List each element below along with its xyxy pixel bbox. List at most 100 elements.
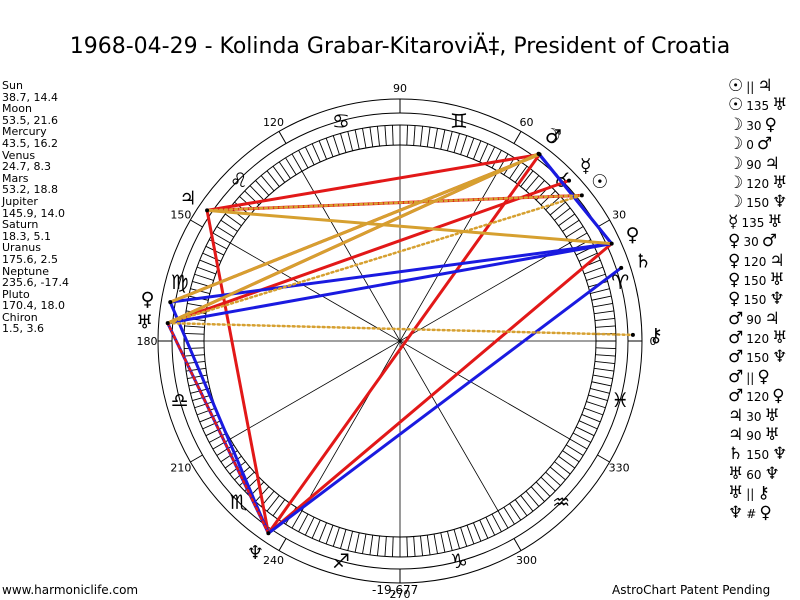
aspect-planet-2: ♅ (772, 328, 788, 349)
aspect-type: # (746, 506, 757, 521)
degree-tick (578, 420, 598, 430)
degree-tick (525, 175, 540, 192)
planet-glyph: ♄ (635, 251, 652, 273)
aspect-planet-1: ☽ (728, 134, 744, 155)
degree-tick (466, 137, 475, 157)
planet-name: Sun (2, 79, 23, 92)
degree-tick (255, 180, 270, 196)
degree-tick (406, 536, 408, 557)
footer-website[interactable]: www.harmoniclife.com (2, 583, 139, 597)
aspect-type: 150 (746, 448, 770, 463)
aspect-row: ☽ 0 ♂ (728, 134, 787, 155)
aspect-row: ♆ # ♀ (728, 503, 787, 523)
degree-label: 180 (137, 335, 158, 348)
aspect-type: 0 (746, 138, 754, 153)
zodiac-sign: ♑ (450, 549, 468, 573)
degree-tick (554, 461, 571, 475)
degree-tick (586, 273, 606, 281)
planet-glyph: ☽ (544, 125, 561, 147)
degree-tick (575, 426, 595, 437)
aspect-planet-2: ♆ (772, 444, 788, 465)
zodiac-sign: ♏ (230, 490, 248, 514)
aspect-planet-1: ♅ (728, 483, 744, 504)
aspect-type: 120 (746, 332, 770, 347)
degree-tick (595, 347, 616, 349)
degree-tick (318, 140, 327, 160)
planet-values: 53.5, 21.6 (2, 113, 58, 127)
aspect-type: 90 (746, 312, 762, 327)
aspect-type: || (746, 80, 755, 94)
aspect-row: ♅ || ⚷ (728, 484, 787, 503)
degree-tick (565, 444, 584, 456)
aspect-type: 135 (746, 99, 770, 114)
aspect-planet-2: ⚷ (757, 483, 770, 504)
footer-value: -19,677 (372, 583, 419, 597)
aspect-planet-2: ♅ (767, 211, 783, 232)
aspect-planet-2: ♆ (772, 192, 788, 213)
degree-label: 30 (612, 209, 626, 222)
aspect-planet-1: ♂ (728, 328, 744, 349)
degree-tick (194, 401, 214, 409)
aspect-planet-2: ♆ (769, 289, 785, 310)
planet-glyph: ♂ (545, 126, 562, 148)
aspect-planet-2: ♆ (764, 463, 780, 484)
aspect-row: ♂ 90 ♃ (728, 309, 787, 329)
aspect-type: || (746, 487, 755, 502)
zodiac-sign: ♒ (552, 490, 570, 514)
planet-glyph: ♀ (626, 224, 640, 246)
planet-marker (205, 208, 210, 213)
degree-tick (581, 414, 601, 423)
aspect-planet-1: ☿ (728, 211, 739, 232)
degree-tick (545, 471, 561, 486)
planet-marker (567, 178, 572, 183)
aspect-line (266, 152, 542, 535)
aspect-type: || (746, 370, 755, 385)
degree-tick (473, 522, 482, 542)
degree-tick (392, 125, 394, 146)
degree-tick (220, 219, 238, 232)
planet-name: Mars (2, 171, 29, 185)
degree-tick (558, 213, 576, 227)
degree-tick (590, 288, 610, 295)
aspect-planet-2: ♃ (757, 76, 773, 96)
degree-tick (184, 333, 205, 335)
sign-boundary (597, 219, 610, 228)
degree-tick (584, 266, 604, 275)
degree-tick (446, 131, 453, 151)
aspect-line (205, 208, 270, 535)
planet-values: 235.6, -17.4 (2, 276, 69, 290)
aspect-line (266, 266, 623, 535)
degree-tick (594, 317, 615, 321)
planet-glyph: ♆ (247, 542, 264, 564)
footer-patent: AstroChart Patent Pending (612, 583, 771, 597)
degree-tick (473, 140, 482, 160)
aspect-type: 30 (746, 118, 762, 133)
degree-tick (520, 170, 534, 187)
aspect-type: 30 (743, 235, 759, 250)
degree-tick (466, 525, 475, 545)
degree-tick (325, 525, 334, 545)
degree-tick (479, 143, 489, 163)
degree-tick (272, 165, 286, 183)
aspect-line (168, 152, 542, 304)
degree-tick (304, 516, 315, 536)
planet-glyph: ♅ (136, 311, 153, 333)
degree-tick (285, 157, 297, 176)
planet-values: 43.5, 16.2 (2, 136, 58, 150)
degree-tick (376, 535, 380, 556)
aspect-row: ♂ 120 ♀ (728, 387, 787, 406)
zodiac-sign: ♍ (171, 270, 189, 294)
degree-tick (535, 481, 551, 497)
aspect-planet-2: ♅ (772, 172, 788, 193)
degree-tick (572, 432, 591, 443)
aspect-line (266, 242, 614, 535)
degree-tick (347, 531, 354, 551)
degree-tick (460, 135, 468, 155)
degree-tick (216, 226, 235, 238)
aspect-row: ☿ 135 ♅ (728, 211, 787, 232)
planet-values: 1.5, 3.6 (2, 322, 44, 336)
degree-tick (199, 414, 219, 423)
degree-tick (224, 213, 242, 227)
aspect-list: ☉ || ♃ ☉ 135 ♅ ☽ 30 ♀ ☽ 0 ♂ ☽ 90 ♃ ☽ 120 ♅ ☽ 150 ♆ ☿ 135 ♅ ♀ 30 ♂ ♀… (728, 76, 788, 523)
aspect-planet-2: ♅ (772, 95, 788, 116)
